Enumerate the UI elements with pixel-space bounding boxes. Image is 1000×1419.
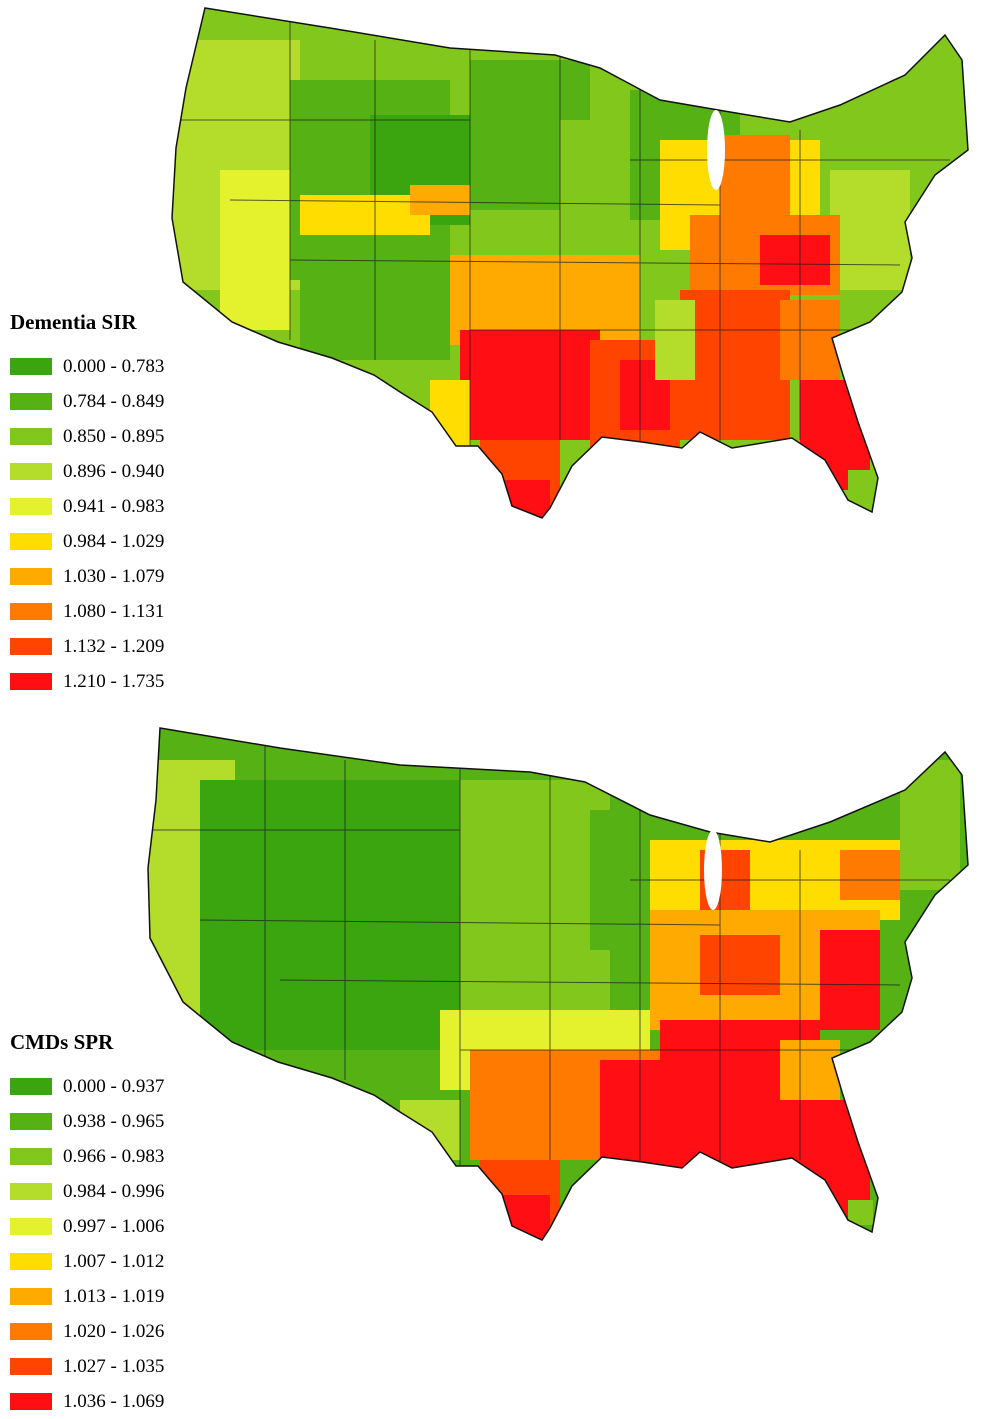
legend-item: 0.984 - 0.996 bbox=[10, 1174, 164, 1209]
legend-item: 0.850 - 0.895 bbox=[10, 419, 164, 454]
legend-swatch bbox=[10, 428, 52, 445]
legend-swatch bbox=[10, 1288, 52, 1305]
legend-label: 1.132 - 1.209 bbox=[63, 635, 165, 657]
legend-label: 0.938 - 0.965 bbox=[63, 1110, 165, 1132]
legend-item: 1.027 - 1.035 bbox=[10, 1349, 164, 1384]
lake-michigan bbox=[704, 830, 722, 910]
legend-swatch bbox=[10, 358, 52, 375]
legend-label: 1.013 - 1.019 bbox=[63, 1285, 165, 1307]
legend-swatch bbox=[10, 1148, 52, 1165]
legend-item: 0.997 - 1.006 bbox=[10, 1209, 164, 1244]
legend-swatch bbox=[10, 533, 52, 550]
legend-swatch bbox=[10, 1323, 52, 1340]
legend-swatch bbox=[10, 1358, 52, 1375]
legend-label: 1.007 - 1.012 bbox=[63, 1250, 165, 1272]
legend-item: 0.000 - 0.937 bbox=[10, 1069, 164, 1104]
legend-swatch bbox=[10, 1218, 52, 1235]
dementia-legend: Dementia SIR 0.000 - 0.783 0.784 - 0.849 0… bbox=[10, 310, 164, 699]
legend-item: 1.007 - 1.012 bbox=[10, 1244, 164, 1279]
legend-label: 1.027 - 1.035 bbox=[63, 1355, 165, 1377]
legend-item: 1.210 - 1.735 bbox=[10, 664, 164, 699]
legend-swatch bbox=[10, 1078, 52, 1095]
legend-item: 0.784 - 0.849 bbox=[10, 384, 164, 419]
legend-item: 1.020 - 1.026 bbox=[10, 1314, 164, 1349]
dementia-map-panel: Dementia SIR 0.000 - 0.783 0.784 - 0.849 0… bbox=[0, 0, 1000, 700]
legend-label: 0.984 - 1.029 bbox=[63, 530, 165, 552]
legend-label: 0.984 - 0.996 bbox=[63, 1180, 165, 1202]
legend-label: 1.020 - 1.026 bbox=[63, 1320, 165, 1342]
legend-item: 0.938 - 0.965 bbox=[10, 1104, 164, 1139]
legend-swatch bbox=[10, 673, 52, 690]
legend-swatch bbox=[10, 568, 52, 585]
legend-swatch bbox=[10, 1253, 52, 1270]
legend-item: 0.000 - 0.783 bbox=[10, 349, 164, 384]
legend-swatch bbox=[10, 1393, 52, 1410]
legend-item: 0.984 - 1.029 bbox=[10, 524, 164, 559]
dementia-county-fill bbox=[172, 8, 968, 518]
legend-item: 1.030 - 1.079 bbox=[10, 559, 164, 594]
legend-label: 0.997 - 1.006 bbox=[63, 1215, 165, 1237]
legend-item: 1.132 - 1.209 bbox=[10, 629, 164, 664]
legend-label: 0.966 - 0.983 bbox=[63, 1145, 165, 1167]
cmds-choropleth-map bbox=[147, 727, 969, 1241]
legend-swatch bbox=[10, 463, 52, 480]
legend-item: 1.036 - 1.069 bbox=[10, 1384, 164, 1419]
legend-label: 0.941 - 0.983 bbox=[63, 495, 165, 517]
legend-swatch bbox=[10, 498, 52, 515]
legend-label: 0.784 - 0.849 bbox=[63, 390, 165, 412]
legend-label: 1.080 - 1.131 bbox=[63, 600, 165, 622]
legend-label: 0.000 - 0.937 bbox=[63, 1075, 165, 1097]
legend-label: 1.210 - 1.735 bbox=[63, 670, 165, 692]
legend-item: 0.941 - 0.983 bbox=[10, 489, 164, 524]
legend-label: 0.000 - 0.783 bbox=[63, 355, 165, 377]
legend-title: CMDs SPR bbox=[10, 1030, 114, 1054]
cmds-map-panel: CMDs SPR 0.000 - 0.937 0.938 - 0.965 0.966… bbox=[0, 720, 1000, 1413]
cmds-legend: CMDs SPR 0.000 - 0.937 0.938 - 0.965 0.966… bbox=[10, 1030, 164, 1419]
legend-item: 0.896 - 0.940 bbox=[10, 454, 164, 489]
legend-label: 0.896 - 0.940 bbox=[63, 460, 165, 482]
dementia-choropleth-map bbox=[171, 7, 969, 519]
legend-swatch bbox=[10, 603, 52, 620]
legend-swatch bbox=[10, 1183, 52, 1200]
legend-item: 0.966 - 0.983 bbox=[10, 1139, 164, 1174]
legend-swatch bbox=[10, 393, 52, 410]
legend-label: 1.030 - 1.079 bbox=[63, 565, 165, 587]
cmds-county-fill bbox=[148, 728, 968, 1240]
legend-title: Dementia SIR bbox=[10, 310, 137, 334]
legend-item: 1.013 - 1.019 bbox=[10, 1279, 164, 1314]
legend-swatch bbox=[10, 1113, 52, 1130]
legend-label: 0.850 - 0.895 bbox=[63, 425, 165, 447]
legend-swatch bbox=[10, 638, 52, 655]
lake-michigan bbox=[707, 110, 725, 190]
legend-item: 1.080 - 1.131 bbox=[10, 594, 164, 629]
legend-label: 1.036 - 1.069 bbox=[63, 1390, 165, 1412]
